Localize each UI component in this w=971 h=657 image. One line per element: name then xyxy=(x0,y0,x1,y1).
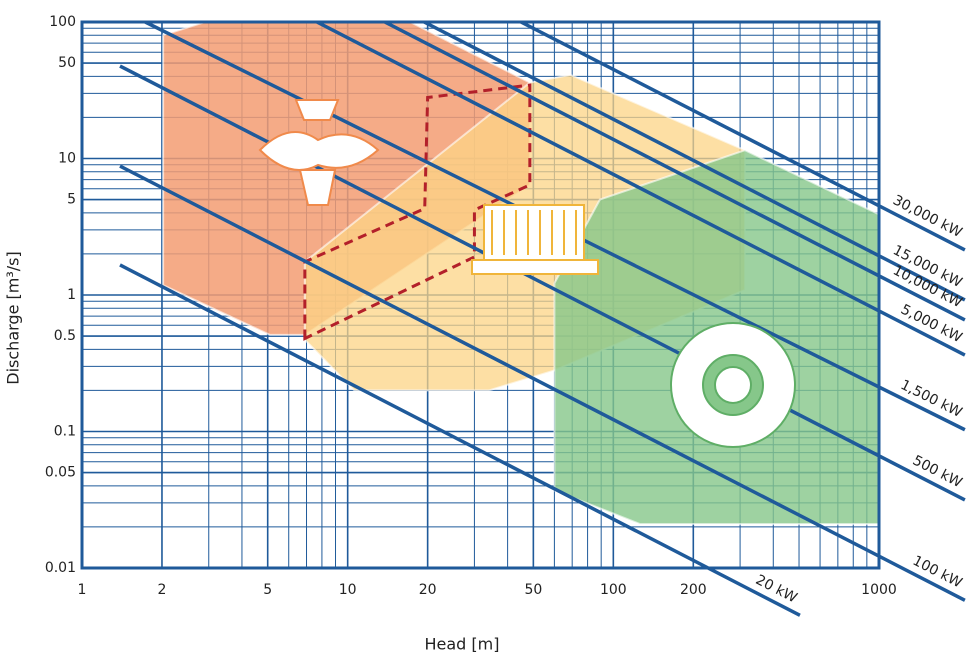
y-tick-label: 100 xyxy=(49,14,76,30)
x-tick-label: 1 xyxy=(78,582,87,598)
pelton-icon xyxy=(670,322,796,448)
icons xyxy=(258,99,796,448)
x-tick-label: 5 xyxy=(263,582,272,598)
y-tick-label: 1 xyxy=(67,287,76,303)
power-line xyxy=(119,263,801,617)
power-line xyxy=(316,22,966,357)
x-tick-label: 2 xyxy=(158,582,167,598)
axes: 1 2 5 10 20 50 100 200 1000 0.01 0.05 0.1 0.5 1 5 10 50 1… xyxy=(45,14,897,598)
power-line xyxy=(520,22,966,252)
x-tick-label: 50 xyxy=(524,582,542,598)
francis-icon xyxy=(471,204,599,275)
y-tick-label: 50 xyxy=(58,55,76,71)
y-tick-label: 5 xyxy=(67,192,76,208)
x-tick-label: 100 xyxy=(600,582,627,598)
x-tick-label: 1000 xyxy=(861,582,897,598)
plot-frame xyxy=(80,20,881,570)
power-line xyxy=(119,64,966,502)
kaplan-icon xyxy=(258,99,380,206)
y-axis-label: Discharge [m³/s] xyxy=(4,251,23,384)
x-axis-label: Head [m] xyxy=(425,635,500,654)
y-tick-label: 0.05 xyxy=(45,465,76,481)
y-tick-label: 0.01 xyxy=(45,560,76,576)
x-tick-label: 10 xyxy=(339,582,357,598)
y-tick-label: 0.5 xyxy=(54,328,76,344)
power-line xyxy=(384,22,966,322)
region xyxy=(303,83,532,341)
y-tick-label: 10 xyxy=(58,151,76,167)
power-line xyxy=(119,164,966,602)
power-line xyxy=(423,22,966,302)
y-tick-label: 0.1 xyxy=(54,424,76,440)
x-tick-label: 20 xyxy=(419,582,437,598)
x-tick-label: 200 xyxy=(680,582,707,598)
